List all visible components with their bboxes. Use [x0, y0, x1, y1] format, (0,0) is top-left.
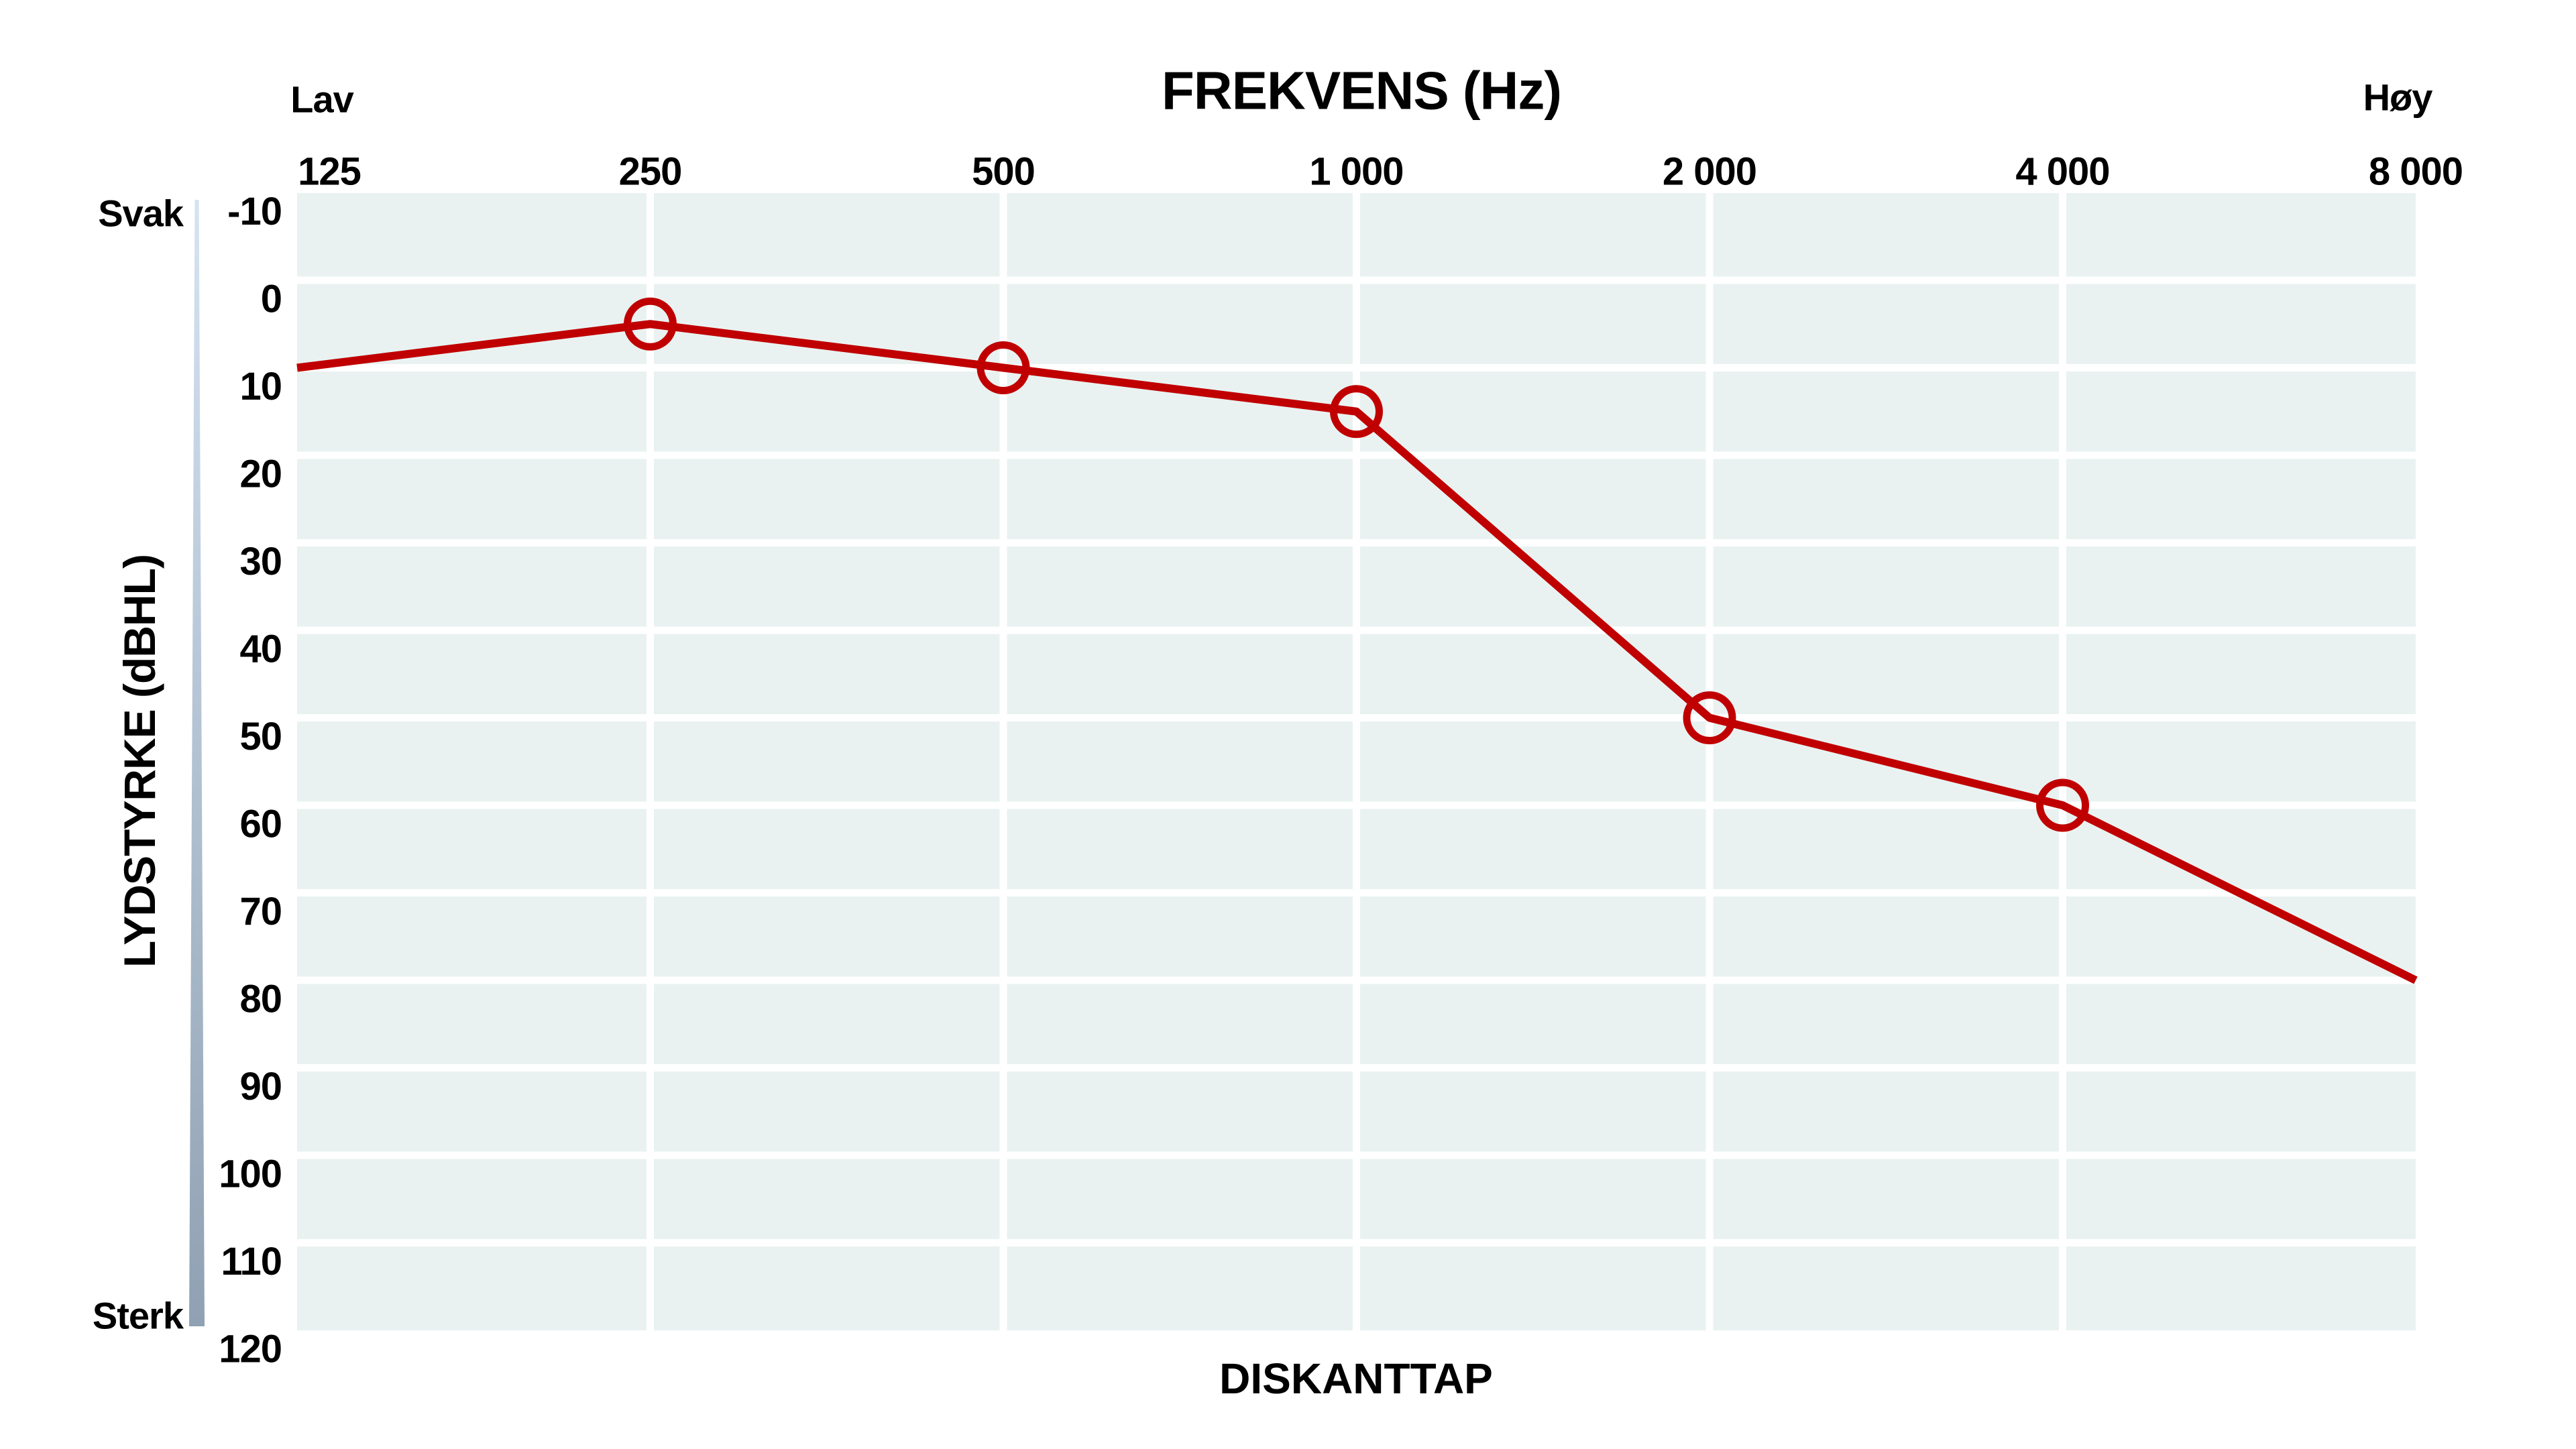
- y-tick-label: 30: [239, 540, 282, 583]
- y-axis-soft-hint: Svak: [98, 192, 184, 235]
- y-tick-label: 50: [239, 715, 282, 758]
- y-axis-loud-hint: Sterk: [93, 1295, 184, 1337]
- hearing-threshold-series: [296, 297, 2418, 984]
- y-tick-label: 20: [239, 453, 282, 496]
- x-tick-label: 4 000: [2015, 150, 2109, 194]
- x-tick-label: 1 000: [1309, 150, 1403, 194]
- y-tick-label: 110: [221, 1240, 282, 1283]
- data-point-marker: [2036, 778, 2089, 832]
- y-tick-label: 80: [239, 978, 282, 1021]
- data-point-marker: [1683, 691, 1736, 744]
- y-axis-tick-labels: -10 0 10 20 30 40 50 60 70 80 90 100 110 120: [219, 190, 282, 1371]
- data-point-marker: [1330, 385, 1383, 439]
- y-tick-label: 100: [219, 1153, 282, 1196]
- x-tick-label: 500: [972, 150, 1035, 194]
- chart-bottom-caption: DISKANTTAP: [1219, 1354, 1493, 1403]
- y-tick-label: 120: [219, 1328, 282, 1371]
- y-tick-label: 90: [239, 1065, 282, 1108]
- y-tick-label: 10: [239, 365, 282, 408]
- x-axis-tick-labels: 125 250 500 1 000 2 000 4 000 8 000: [298, 150, 2463, 194]
- x-axis-high-hint: Høy: [2363, 76, 2433, 119]
- x-axis-low-hint: Lav: [290, 78, 353, 121]
- vertical-gridlines: [647, 192, 2066, 1330]
- y-axis-title: LYDSTYRKE (dBHL): [115, 555, 164, 968]
- data-point-marker: [976, 341, 1030, 394]
- data-point-marker: [624, 297, 677, 351]
- y-tick-label: -10: [227, 190, 282, 233]
- y-tick-label: 60: [239, 803, 282, 846]
- x-tick-label: 8 000: [2369, 150, 2463, 194]
- x-axis-title: FREKVENS (Hz): [1162, 61, 1561, 121]
- loudness-scale-bar: [189, 200, 205, 1326]
- x-tick-label: 2 000: [1663, 150, 1756, 194]
- y-tick-label: 0: [261, 278, 282, 321]
- y-tick-label: 40: [239, 628, 282, 671]
- hearing-threshold-line: [296, 320, 2418, 984]
- x-tick-label: 250: [619, 150, 682, 194]
- y-tick-label: 70: [239, 890, 282, 933]
- x-tick-label: 125: [298, 150, 361, 194]
